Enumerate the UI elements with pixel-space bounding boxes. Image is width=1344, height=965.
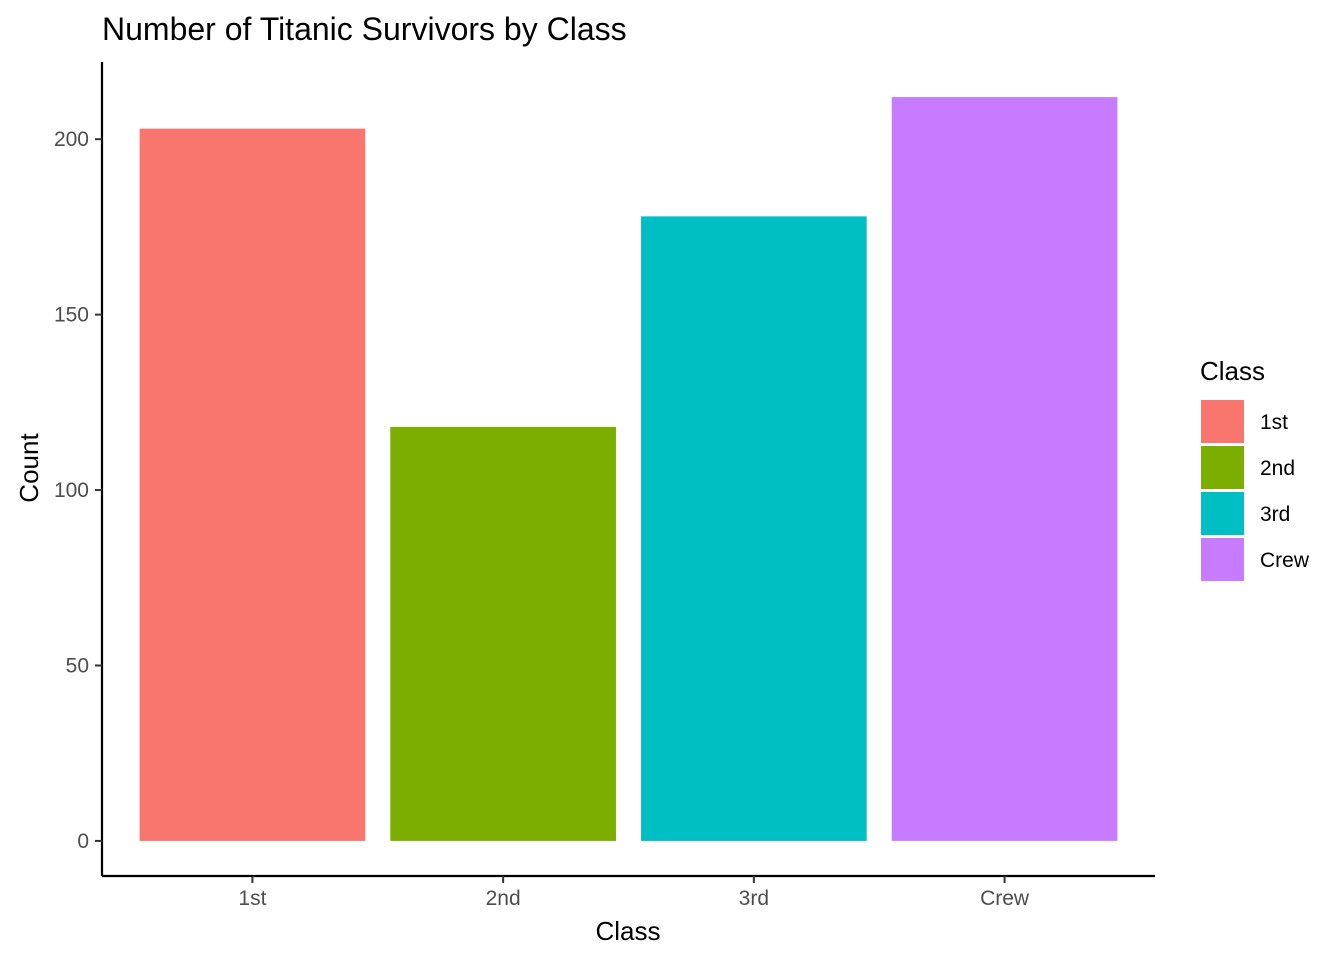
- legend-label: Crew: [1260, 549, 1310, 572]
- legend-label: 1st: [1260, 411, 1288, 434]
- legend-label: 2nd: [1260, 457, 1295, 480]
- y-axis: 0 50 100 150 200: [54, 62, 104, 876]
- x-tick-label: 1st: [238, 887, 266, 910]
- x-tick-label: 3rd: [739, 887, 769, 910]
- chart-title: Number of Titanic Survivors by Class: [102, 11, 627, 47]
- legend-swatch-crew: [1201, 538, 1244, 581]
- bar-2nd: [390, 426, 616, 841]
- x-tick-label: 2nd: [486, 887, 521, 910]
- y-tick-label: 150: [54, 304, 89, 327]
- y-tick-label: 0: [77, 830, 89, 853]
- y-tick-label: 200: [54, 128, 89, 151]
- bar-crew: [891, 97, 1118, 841]
- x-tick-label: Crew: [980, 887, 1030, 910]
- x-axis: 1st 2nd 3rd Crew: [102, 874, 1155, 910]
- legend: Class 1st 2nd 3rd Crew: [1200, 356, 1310, 581]
- legend-swatch-3rd: [1201, 492, 1244, 535]
- legend-title: Class: [1200, 356, 1265, 386]
- legend-swatch-2nd: [1201, 446, 1244, 489]
- bar-3rd: [641, 216, 867, 841]
- legend-swatch-1st: [1201, 400, 1244, 443]
- bar-1st: [139, 128, 366, 841]
- x-axis-title: Class: [595, 916, 660, 946]
- y-tick-label: 50: [66, 654, 89, 677]
- y-tick-label: 100: [54, 479, 89, 502]
- y-axis-title: Count: [14, 433, 44, 503]
- bars: [139, 97, 1118, 841]
- legend-label: 3rd: [1260, 503, 1290, 526]
